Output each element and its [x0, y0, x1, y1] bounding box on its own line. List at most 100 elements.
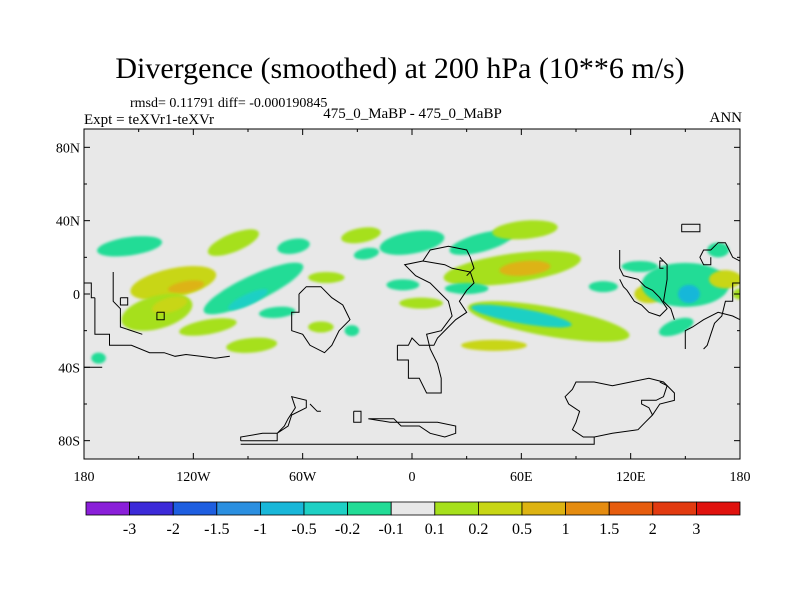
- x-tick-label: 0: [409, 470, 416, 485]
- colorbar-label: 0.2: [468, 521, 488, 538]
- coastline: [684, 311, 740, 349]
- y-tick-label: 40S: [58, 361, 80, 376]
- coastline: [396, 260, 475, 394]
- y-tick-label: 80S: [58, 435, 80, 450]
- divergence-feature: [379, 230, 445, 255]
- stats-line: rmsd= 0.11791 diff= -0.000190845: [130, 96, 328, 111]
- coastline: [291, 286, 351, 354]
- coastline: [619, 250, 668, 317]
- colorbar-swatch: [172, 501, 218, 516]
- coastline: [641, 381, 668, 416]
- colorbar-swatch: [85, 501, 130, 516]
- divergence-feature: [203, 262, 304, 315]
- coastline: [240, 395, 307, 442]
- divergence-feature: [226, 337, 278, 353]
- coastline: [156, 311, 165, 321]
- divergence-feature: [588, 281, 618, 293]
- colorbar-swatch: [477, 501, 523, 516]
- colorbar-swatch: [129, 501, 174, 516]
- colorbar-swatch: [696, 501, 741, 516]
- x-tick-label: 120E: [616, 470, 646, 485]
- colorbar-label: 3: [692, 521, 700, 538]
- divergence-feature: [709, 270, 740, 289]
- y-tick-label: 80N: [56, 141, 80, 156]
- divergence-feature: [658, 317, 694, 337]
- experiment-label: Expt = teXVr1-teXVr: [84, 112, 214, 128]
- divergence-feature: [258, 306, 296, 319]
- coastline: [659, 256, 675, 320]
- x-tick-label: 180: [74, 470, 95, 485]
- divergence-feature: [471, 304, 572, 328]
- colorbar-swatch: [303, 501, 348, 516]
- colorbar-label: 2: [649, 521, 657, 538]
- colorbar-label: 1.5: [599, 521, 619, 538]
- coastline: [422, 245, 475, 277]
- coastline: [240, 377, 675, 445]
- colorbar-label: 1: [562, 521, 570, 538]
- colorbar-label: 0.5: [512, 521, 532, 538]
- divergence-feature: [707, 242, 730, 258]
- y-tick-label: 0: [73, 288, 80, 303]
- divergence-feature: [91, 352, 106, 364]
- divergence-feature: [344, 325, 360, 337]
- colorbar-swatch: [521, 501, 566, 516]
- chart-title: Divergence (smoothed) at 200 hPa (10**6 …: [115, 52, 685, 85]
- colorbar: -3 -2 -1.5 -1 -0.5 -0.2 -0.1 0.1 0.2 0.5 1 1.5 2 3: [85, 501, 741, 538]
- x-tick-label: 60W: [289, 470, 317, 485]
- divergence-feature: [678, 284, 700, 304]
- divergence-feature: [353, 247, 380, 260]
- colorbar-swatch: [390, 501, 436, 516]
- divergence-feature: [151, 296, 188, 314]
- colorbar-label: -1: [254, 521, 267, 538]
- divergence-feature: [97, 236, 163, 257]
- divergence-feature: [228, 289, 268, 310]
- plot-background: [84, 129, 740, 459]
- axis-ticks: 180 120W 60W 0 60E 120E 180 80N 40N 0 40S 80S: [56, 129, 751, 485]
- divergence-feature: [308, 272, 345, 283]
- coastline: [84, 282, 95, 299]
- colorbar-label: -0.5: [291, 521, 316, 538]
- y-tick-label: 40N: [56, 215, 80, 230]
- colorbar-label: 0.1: [425, 521, 445, 538]
- x-tick-label: 120W: [176, 470, 211, 485]
- divergence-feature: [277, 238, 310, 255]
- colorbar-label: -0.1: [379, 521, 404, 538]
- colorbar-label: -1.5: [204, 521, 229, 538]
- coastline: [112, 272, 143, 335]
- divergence-feature: [207, 229, 259, 256]
- colorbar-label: -2: [167, 521, 180, 538]
- coastline: [699, 242, 740, 350]
- divergence-feature: [308, 321, 334, 333]
- divergence-feature: [341, 227, 381, 244]
- colorbar-swatch: [652, 501, 697, 516]
- divergence-feature: [621, 261, 658, 272]
- coastline: [659, 260, 664, 269]
- divergence-field: [91, 220, 740, 364]
- divergence-feature: [179, 318, 237, 336]
- coastline: [94, 297, 230, 359]
- coastlines: [84, 223, 740, 445]
- coastline: [368, 418, 457, 438]
- coastline: [119, 297, 129, 306]
- colorbar-swatch: [608, 501, 654, 516]
- colorbar-swatch: [565, 501, 610, 516]
- colorbar-swatch: [434, 501, 479, 516]
- season-label: ANN: [709, 110, 743, 126]
- x-tick-label: 60E: [510, 470, 533, 485]
- x-tick-label: 180: [730, 470, 751, 485]
- colorbar-label: -0.2: [335, 521, 360, 538]
- divergence-feature: [499, 260, 551, 276]
- coastline: [681, 223, 701, 233]
- divergence-feature: [641, 262, 730, 307]
- divergence-feature: [130, 266, 217, 300]
- divergence-feature: [444, 283, 489, 294]
- divergence-feature: [492, 220, 558, 240]
- divergence-feature: [386, 279, 420, 291]
- colorbar-swatch: [216, 501, 261, 516]
- colorbar-swatch: [259, 501, 305, 516]
- divergence-feature: [461, 339, 527, 351]
- colorbar-swatch: [347, 501, 392, 516]
- coastline: [353, 410, 362, 423]
- divergence-feature: [399, 297, 443, 309]
